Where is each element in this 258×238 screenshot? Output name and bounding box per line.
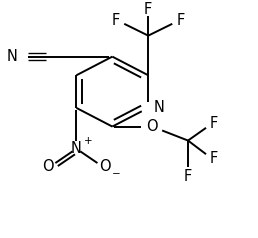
Text: O: O — [99, 159, 110, 174]
Text: F: F — [184, 169, 192, 184]
Text: F: F — [209, 151, 218, 166]
Text: F: F — [112, 13, 120, 28]
Text: O: O — [146, 119, 158, 134]
Text: N: N — [6, 49, 17, 64]
Text: −: − — [112, 169, 121, 178]
Text: F: F — [176, 13, 184, 28]
Text: N: N — [153, 100, 164, 115]
Text: N: N — [71, 141, 82, 156]
Text: F: F — [209, 116, 218, 131]
Text: O: O — [42, 159, 54, 174]
Text: F: F — [144, 2, 152, 17]
Text: +: + — [84, 136, 93, 146]
